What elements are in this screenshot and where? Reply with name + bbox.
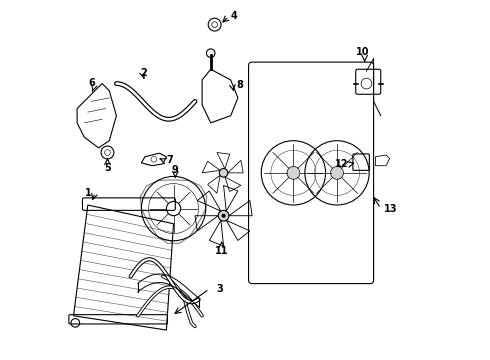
Text: 12: 12 (335, 159, 348, 169)
Circle shape (218, 210, 229, 221)
Circle shape (220, 168, 228, 177)
Text: 6: 6 (88, 78, 95, 88)
Text: 5: 5 (104, 163, 111, 173)
Circle shape (287, 166, 300, 179)
Text: 3: 3 (217, 284, 223, 294)
Text: 2: 2 (140, 68, 147, 78)
Text: 1: 1 (85, 188, 92, 198)
Circle shape (222, 214, 225, 217)
Text: 8: 8 (236, 80, 243, 90)
Text: 4: 4 (231, 11, 238, 21)
Circle shape (331, 166, 343, 179)
Text: 10: 10 (356, 47, 369, 57)
Text: 13: 13 (384, 203, 398, 213)
Text: 7: 7 (167, 155, 173, 165)
Text: 9: 9 (172, 165, 179, 175)
Text: 11: 11 (215, 246, 228, 256)
